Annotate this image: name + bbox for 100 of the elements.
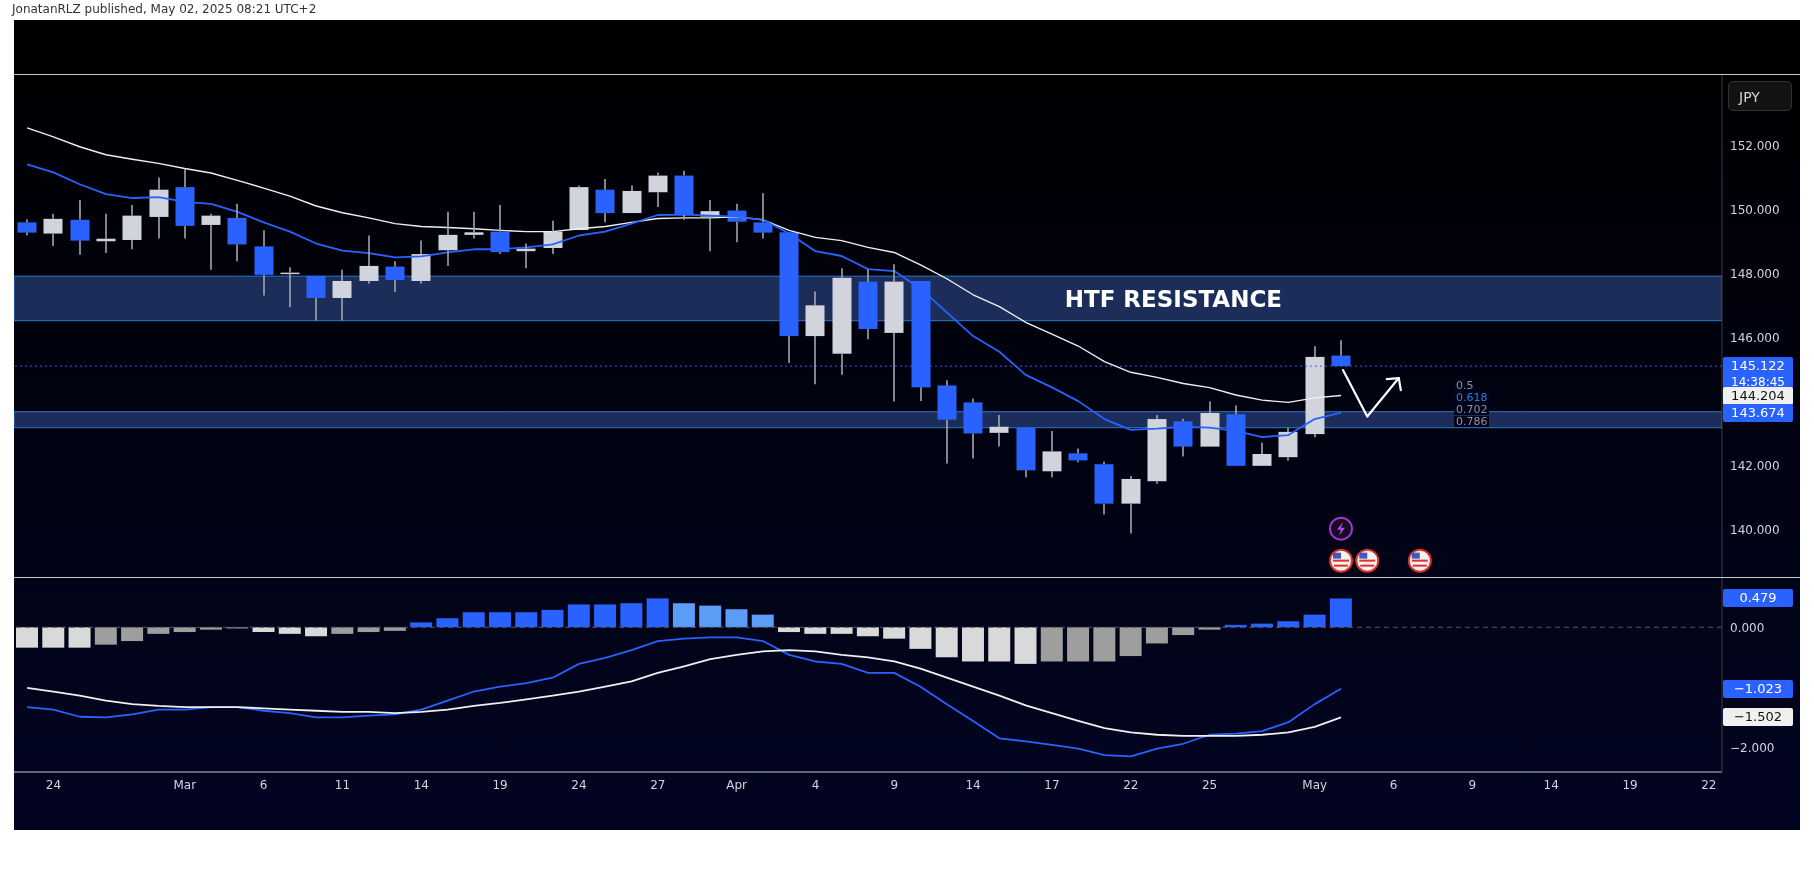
line-series [26,649,1342,737]
candlestick [1278,426,1298,462]
candlestick [43,212,63,247]
y-tick-label: 142.000 [1730,459,1780,474]
bar [935,627,958,658]
y-tick-label: 0.000 [1730,620,1765,635]
bar [725,609,748,628]
candlestick [963,397,983,460]
candlestick [989,414,1009,448]
candlestick [1068,447,1088,464]
candlestick [1305,345,1325,439]
bar [672,603,695,628]
x-tick-label: 9 [1468,777,1477,792]
y-tick-label: 146.000 [1730,331,1780,346]
candlestick [122,204,142,251]
bar [147,627,170,634]
bar [961,627,984,662]
text: 0.479 [1723,589,1793,608]
chart-title: JonatanRLZ published, May 02, 2025 08:21 UTC+2 [12,2,317,16]
bar [1119,627,1142,657]
x-tick-label: Mar [173,777,197,792]
candlestick [595,178,615,224]
text: 143.674 [1723,403,1793,422]
candlestick [306,275,326,322]
bar [278,627,301,634]
bar [1014,627,1037,664]
x-tick-label: 25 [1201,777,1218,792]
bar [751,614,774,628]
bar [883,627,906,639]
candlestick [359,234,379,285]
bar [173,627,196,633]
bar [410,622,433,628]
candlestick [1094,460,1114,516]
candlestick [1147,414,1167,485]
bar [1329,598,1352,628]
bar [1303,614,1326,628]
candlestick [858,268,878,341]
band-label: HTF RESISTANCE [1064,285,1282,312]
bar [804,627,827,634]
candlestick [1200,400,1220,447]
bar [1145,627,1168,644]
candlestick [385,260,405,293]
candlestick [254,229,274,297]
candlestick [884,263,904,403]
candlestick [648,171,668,208]
bar [699,605,722,628]
bar [830,627,853,634]
candlestick [674,169,694,221]
annotation: 0.5 [1453,378,1476,392]
x-tick-label: 11 [334,777,351,792]
bar [42,627,65,648]
bar [1093,627,1116,662]
bar [462,612,485,628]
text: 145.122 [1730,357,1786,376]
x-tick-label: 6 [259,777,268,792]
candlestick [438,210,458,267]
x-tick-label: 24 [571,777,587,792]
bar [94,627,117,645]
bar [567,604,590,628]
candlestick [1252,441,1272,466]
x-tick-label: 4 [811,777,820,792]
bar [620,603,643,628]
candlestick [149,176,169,240]
bar [331,627,354,634]
line-series [26,636,1342,758]
candlestick [805,290,825,385]
bar [305,627,328,637]
candlestick [175,168,195,240]
x-tick-label: 24 [45,777,62,792]
x-tick-label: 14 [1543,777,1559,792]
bar [909,627,932,649]
y-tick-label: 140.000 [1730,523,1780,538]
x-tick-label: 19 [492,777,508,792]
candlestick [753,192,773,240]
x-tick-label: Apr [726,777,748,792]
candlestick [622,184,642,214]
bar [778,627,801,633]
candlestick [201,212,221,271]
candlestick [1121,475,1141,535]
annotation: 0.702 [1453,402,1490,416]
bar [856,627,879,637]
y-tick-label: 150.000 [1730,203,1780,218]
x-tick-label: 6 [1389,777,1398,792]
bar [436,618,459,628]
y-tick-label: −2.000 [1730,740,1775,755]
y-tick-label: 152.000 [1730,139,1780,154]
candlestick [1042,430,1062,479]
x-tick-label: 14 [965,777,981,792]
bar [515,612,538,628]
bar [594,604,617,628]
bar [1277,621,1300,628]
text: JPY [1728,81,1792,111]
x-tick-label: 19 [1622,777,1638,792]
x-tick-label: 27 [650,777,666,792]
candlestick [779,232,799,364]
annotation: 0.618 [1453,390,1490,404]
text: 144.204 [1723,386,1793,405]
bar [488,612,511,628]
bar [121,627,144,642]
bar [68,627,91,648]
